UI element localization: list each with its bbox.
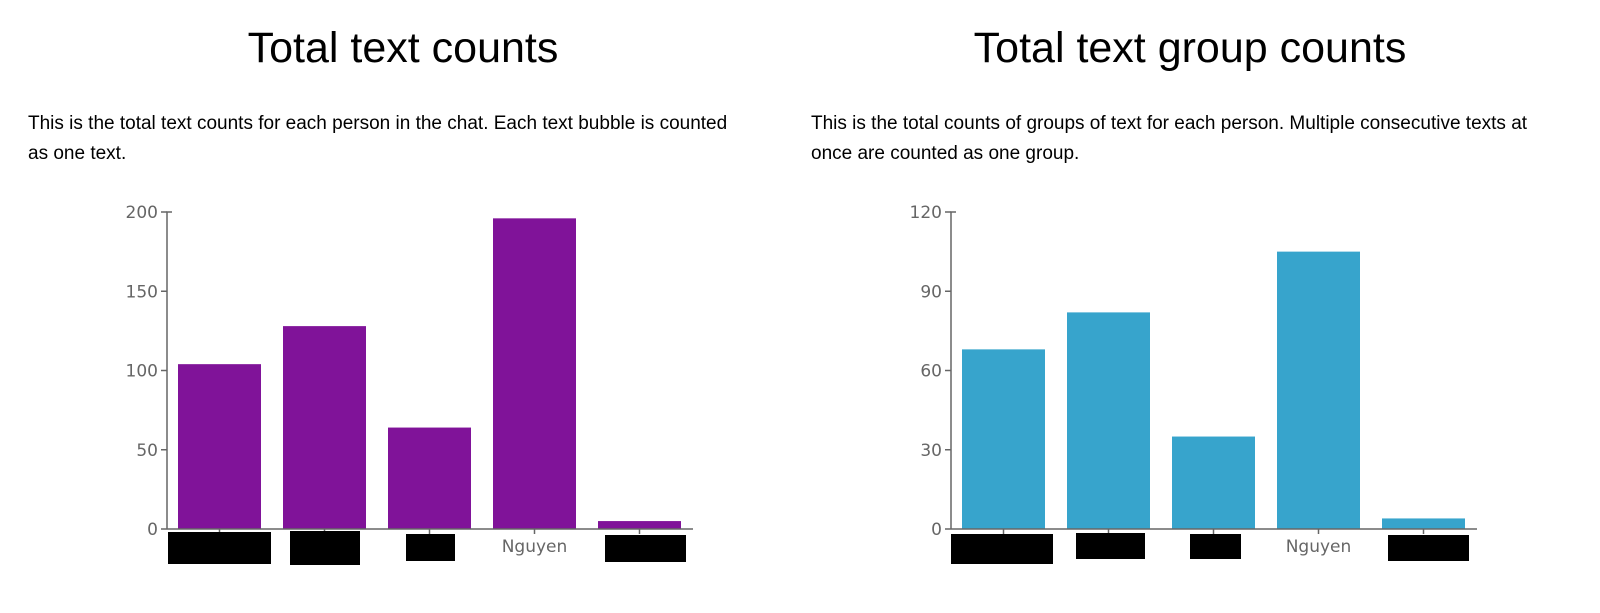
y-axis: [166, 211, 172, 529]
bar-chart-text-group-counts: 0 30 60 90 120 Nguyen: [910, 203, 1477, 564]
chart-title: Total text group counts: [973, 24, 1407, 72]
bar: [962, 349, 1045, 529]
redacted-label: [1388, 535, 1469, 561]
bar: [1172, 436, 1255, 529]
chart-description: This is the total counts of groups of te…: [811, 113, 1528, 164]
bar: [178, 364, 261, 529]
redacted-label: [168, 532, 271, 564]
y-tick-label: 60: [920, 362, 942, 382]
chart-description: This is the total text counts for each p…: [28, 113, 728, 164]
y-tick-label: 120: [910, 203, 942, 223]
redacted-label: [290, 531, 360, 565]
y-axis: [950, 211, 956, 529]
bar: [1277, 251, 1360, 529]
y-tick-label: 200: [126, 203, 158, 223]
y-tick-label: 0: [147, 520, 158, 540]
bar: [1382, 518, 1465, 529]
redacted-label: [605, 535, 686, 562]
bar-chart-text-counts: 0 50 100 150 200 Nguyen: [126, 203, 693, 565]
redacted-label: [406, 534, 455, 561]
redacted-label: [1076, 533, 1145, 559]
redacted-label: [951, 534, 1053, 564]
x-tick-label: Nguyen: [1286, 537, 1352, 557]
bar: [283, 326, 366, 529]
bar: [388, 427, 471, 529]
y-tick-label: 0: [931, 520, 942, 540]
chart-title: Total text counts: [247, 24, 559, 72]
redacted-label: [1190, 534, 1241, 559]
x-tick-label: Nguyen: [502, 537, 568, 557]
bar: [598, 521, 681, 529]
y-tick-label: 90: [920, 282, 942, 302]
bar: [1067, 312, 1150, 529]
y-tick-label: 30: [920, 441, 942, 461]
y-tick-label: 150: [126, 282, 158, 302]
y-tick-label: 100: [126, 362, 158, 382]
bar: [493, 218, 576, 529]
y-tick-label: 50: [136, 441, 158, 461]
